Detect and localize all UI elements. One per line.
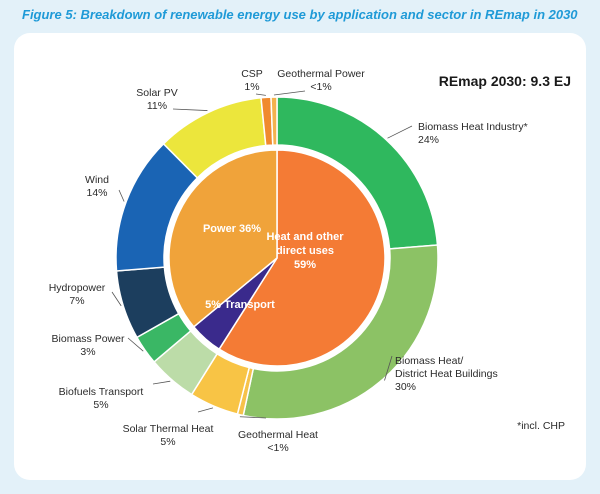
figure-title: Figure 5: Breakdown of renewable energy … [22, 7, 578, 22]
chart-headline: REmap 2030: 9.3 EJ [439, 73, 571, 89]
inner-slice-heat-and-other-direct-uses [218, 149, 386, 367]
leader-geothermal-power [273, 90, 306, 96]
label-geothermal-heat: Geothermal Heat <1% [238, 429, 318, 454]
leader-hydropower [111, 291, 122, 307]
inner-ring [168, 149, 386, 367]
inner-slice-power [168, 149, 278, 328]
inner-label-transport: 5% Transport [205, 299, 275, 311]
leader-solar-pv [172, 108, 208, 111]
outer-ring [115, 96, 439, 420]
slice-geothermal-power [270, 96, 278, 146]
footnote: *incl. CHP [517, 420, 565, 432]
leader-geothermal-heat [239, 416, 267, 419]
leader-biofuels-transport [152, 380, 171, 385]
inner-label-power: Power 36% [203, 223, 261, 235]
label-biofuels-transport: Biofuels Transport 5% [59, 386, 144, 411]
leader-lines [111, 90, 413, 419]
leader-biomass-heat-industry [387, 125, 413, 139]
label-solar-thermal-heat: Solar Thermal Heat 5% [123, 423, 214, 448]
leader-csp [255, 93, 266, 96]
leader-biomass-heat-district-heat-buildings [384, 355, 393, 381]
label-csp: CSP 1% [241, 68, 263, 93]
segment-labels: Heat and other direct uses 59% 5% Transport… [49, 68, 528, 454]
label-biomass-heat-industry: Biomass Heat Industry* 24% [418, 121, 528, 146]
slice-biomass-heat-district-heat-buildings [242, 244, 439, 420]
leader-solar-thermal-heat [197, 407, 214, 413]
inner-label-heat-and-other-direct-uses: Heat and other direct uses 59% [266, 231, 344, 271]
label-solar-pv: Solar PV 11% [136, 87, 177, 112]
label-wind: Wind 14% [85, 174, 109, 199]
label-hydropower: Hydropower 7% [49, 282, 106, 307]
label-biomass-heat-district-heat-buildings: Biomass Heat/District Heat Buildings 30% [395, 355, 498, 393]
label-biomass-power: Biomass Power 3% [52, 333, 125, 358]
leader-wind [118, 189, 125, 202]
leader-biomass-power [127, 337, 144, 352]
label-geothermal-power: Geothermal Power <1% [277, 68, 365, 93]
